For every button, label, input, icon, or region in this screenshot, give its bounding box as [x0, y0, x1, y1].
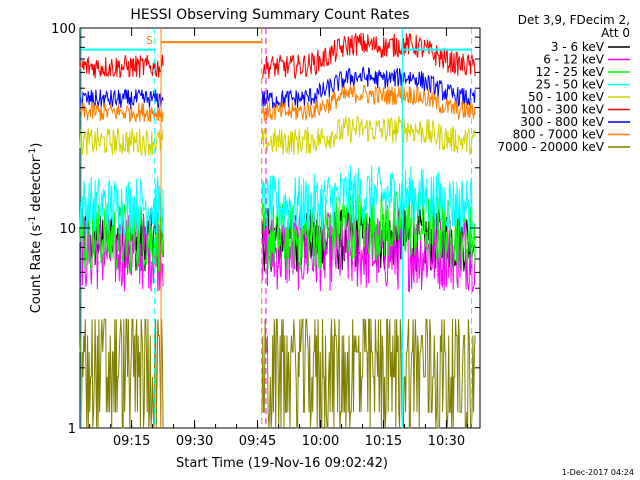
legend-header-line1: Det 3,9, FDecim 2,	[518, 13, 630, 27]
legend-label-0: 3 - 6 keV	[551, 40, 605, 54]
legend-label-4: 50 - 100 keV	[528, 90, 605, 104]
legend-header-line2: Att 0	[601, 26, 630, 40]
x-tick-label-2: 09:45	[239, 434, 276, 449]
series-line-4	[79, 115, 476, 156]
y-tick-label-2: 100	[51, 22, 76, 37]
y-tick-label-0: 1	[68, 422, 76, 437]
x-tick-label-1: 09:30	[176, 434, 213, 449]
x-tick-label-4: 10:15	[365, 434, 402, 449]
chart-title: HESSI Observing Summary Count Rates	[130, 7, 409, 23]
footer-date: 1-Dec-2017 04:24	[562, 468, 634, 477]
legend-label-3: 25 - 50 keV	[536, 78, 605, 92]
series-line-2	[79, 191, 476, 273]
x-tick-label-5: 10:30	[428, 434, 465, 449]
legend-label-2: 12 - 25 keV	[536, 65, 605, 79]
series-line-3	[79, 165, 476, 236]
legend-label-6: 300 - 800 keV	[520, 115, 604, 129]
marker-s: S	[146, 34, 153, 47]
series-line-8	[79, 318, 476, 429]
x-tick-label-3: 10:00	[302, 434, 339, 449]
y-axis-label: Count Rate (s-1 detector-1)	[28, 143, 44, 314]
series-layer	[79, 32, 476, 429]
x-axis-label: Start Time (19-Nov-16 09:02:42)	[176, 456, 388, 471]
series-line-5	[79, 32, 476, 80]
legend-label-8: 7000 - 20000 keV	[497, 140, 604, 154]
series-line-6	[79, 65, 476, 110]
x-tick-label-0: 09:15	[113, 434, 150, 449]
legend-label-1: 6 - 12 keV	[543, 53, 605, 67]
legend-label-7: 800 - 7000 keV	[513, 128, 605, 142]
series-line-7	[79, 84, 476, 123]
y-tick-label-1: 10	[59, 222, 76, 237]
legend-label-5: 100 - 300 keV	[520, 103, 604, 117]
axis-layer: 09:15 09:30 09:45 10:00 10:15 10:30 1 10 100	[51, 22, 480, 449]
